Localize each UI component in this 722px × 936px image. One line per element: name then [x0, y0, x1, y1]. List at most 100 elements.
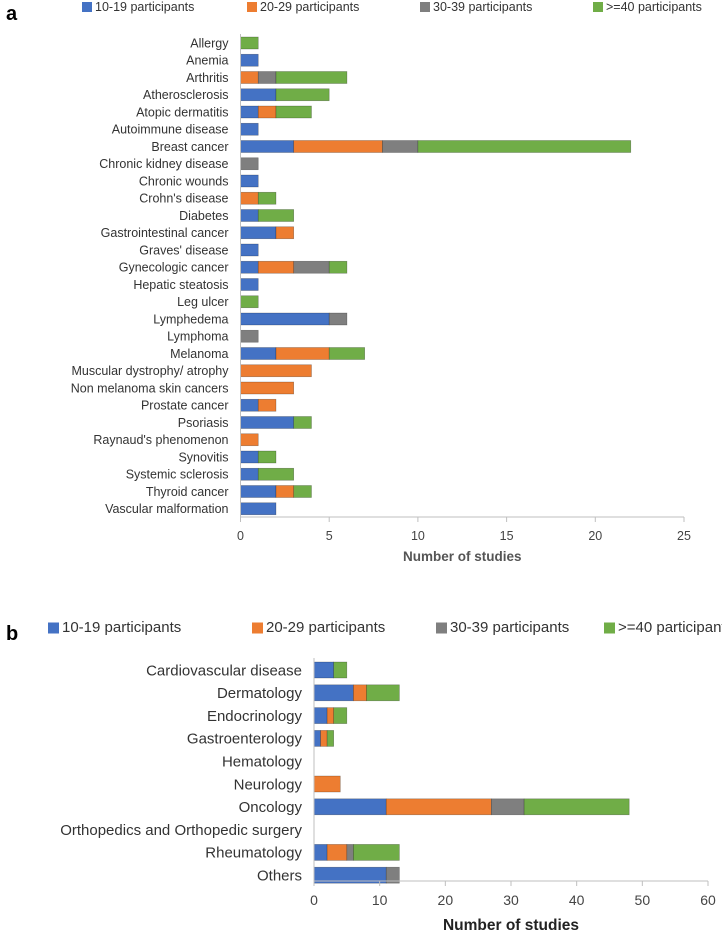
panel-b-legend-swatch-30-39-participants: [436, 622, 447, 634]
panel-a-category-label-psoriasis: Psoriasis: [178, 416, 229, 430]
panel-a-category-label-systemic-sclerosis: Systemic sclerosis: [126, 468, 229, 482]
panel-a-bar-systemic-sclerosis-10-19-participants: [240, 467, 259, 481]
panel-b-legend-swatch-20-29-participants: [252, 622, 263, 634]
panel-a-category-label-lymphedema: Lymphedema: [153, 312, 228, 326]
panel-a-legend-swatch-20-29-participants: [247, 2, 257, 12]
panel-b-bar-rheumatology-gte-40-participants: [353, 844, 400, 861]
panel-a-category-label-lymphoma: Lymphoma: [167, 330, 228, 344]
panel-b-category-label-dermatology: Dermatology: [217, 685, 303, 702]
panel-a-bar-synovitis-10-19-participants: [240, 450, 259, 464]
panel-b-bar-neurology-20-29-participants: [313, 775, 341, 793]
panel-a-bar-psoriasis-10-19-participants: [240, 416, 295, 429]
panel-b-bar-cardiovascular-disease-10-19-participants: [313, 661, 335, 679]
panel-a-bar-diabetes-gte-40-participants: [257, 209, 295, 222]
panel-a-legend-label-10-19-participants: 10-19 participants: [95, 0, 194, 14]
panel-a-x-tick-label-20: 20: [588, 529, 602, 543]
panel-a-bar-systemic-sclerosis-gte-40-participants: [257, 467, 295, 481]
panel-a-bar-atopic-dermatitis-gte-40-participants: [275, 105, 312, 119]
panel-b-bar-oncology-10-19-participants: [313, 798, 387, 816]
panel-b-category-label-orthopedics-and-orthopedic-surgery: Orthopedics and Orthopedic surgery: [60, 822, 302, 839]
panel-a-category-label-crohn-s-disease: Crohn's disease: [139, 192, 228, 206]
panel-a-bar-autoimmune-disease-10-19-participants: [240, 122, 259, 136]
panel-b-bar-rheumatology-20-29-participants: [326, 844, 348, 861]
panel-a-bar-chronic-kidney-disease-30-39-participants: [240, 157, 259, 171]
panel-a-category-label-anemia: Anemia: [186, 54, 228, 68]
panel-a-legend-swatch-10-19-participants: [82, 2, 92, 12]
panel-b-legend-label-30-39-participants: 30-39 participants: [450, 619, 569, 636]
panel-a-bar-arthritis-20-29-participants: [240, 71, 259, 84]
panel-a-legend-swatch-30-39-participants: [420, 2, 430, 12]
panel-a-bar-crohn-s-disease-gte-40-participants: [257, 191, 277, 205]
panel-b-category-label-gastroenterology: Gastroenterology: [187, 731, 303, 748]
panel-b-x-tick-label-60: 60: [700, 892, 716, 908]
panel-b-bar-endocrinology-gte-40-participants: [333, 707, 348, 724]
panel-a-bar-melanoma-gte-40-participants: [328, 347, 365, 360]
panel-b-bar-rheumatology-10-19-participants: [313, 844, 328, 861]
panel-a-legend-swatch-gte-40-participants: [593, 2, 603, 12]
panel-a-bar-thyroid-cancer-gte-40-participants: [293, 485, 312, 498]
panel-b-legend-label-gte-40-participants: >=40 participants: [618, 619, 722, 636]
panel-a-bar-gynecologic-cancer-30-39-participants: [293, 260, 330, 274]
panel-a-category-label-vascular-malformation: Vascular malformation: [105, 502, 228, 516]
panel-a-category-label-allergy: Allergy: [190, 36, 229, 50]
panel-a-bar-atherosclerosis-10-19-participants: [240, 88, 277, 102]
panel-a-bar-breast-cancer-gte-40-participants: [417, 140, 632, 153]
panel-a-bar-anemia-10-19-participants: [240, 53, 259, 67]
panel-a-bar-non-melanoma-skin-cancers-20-29-participants: [240, 381, 295, 395]
panel-b-bar-dermatology-20-29-participants: [353, 684, 367, 702]
panel-a-bar-raynaud-s-phenomenon-20-29-participants: [240, 433, 259, 447]
panel-b-bar-gastroenterology-gte-40-participants: [326, 730, 334, 747]
panel-a-category-label-atherosclerosis: Atherosclerosis: [143, 88, 228, 102]
panel-a-category-label-raynaud-s-phenomenon: Raynaud's phenomenon: [93, 433, 228, 447]
panel-b-category-label-rheumatology: Rheumatology: [205, 845, 302, 862]
panel-a-bar-breast-cancer-10-19-participants: [240, 140, 295, 153]
panel-a-category-label-arthritis: Arthritis: [186, 71, 228, 85]
panel-a-category-label-gastrointestinal-cancer: Gastrointestinal cancer: [101, 226, 229, 240]
panel-b-chart: 10-19 participants 20-29 participants 30-3…: [48, 619, 722, 934]
panel-b-legend-label-20-29-participants: 20-29 participants: [266, 619, 385, 636]
panel-a-x-tick-label-5: 5: [326, 529, 333, 543]
panel-a-category-label-non-melanoma-skin-cancers: Non melanoma skin cancers: [71, 381, 229, 395]
panel-a-bar-graves-disease-10-19-participants: [240, 243, 259, 257]
panel-b-letter: b: [6, 623, 18, 645]
panel-b-bar-oncology-gte-40-participants: [523, 798, 630, 816]
panel-a-bar-atherosclerosis-gte-40-participants: [275, 88, 330, 102]
panel-a-bar-arthritis-30-39-participants: [257, 71, 277, 84]
panel-a-category-label-chronic-wounds: Chronic wounds: [139, 174, 229, 188]
panel-a-bar-hepatic-steatosis-10-19-participants: [240, 278, 259, 291]
panel-a-bar-gynecologic-cancer-gte-40-participants: [328, 260, 348, 274]
panel-b-bar-dermatology-10-19-participants: [313, 684, 354, 702]
panel-a-letter: a: [6, 3, 18, 25]
panel-a-bar-gynecologic-cancer-20-29-participants: [257, 260, 295, 274]
panel-b-x-tick-label-40: 40: [569, 892, 585, 908]
panel-b-legend-swatch-10-19-participants: [48, 622, 59, 634]
panel-b-x-tick-label-30: 30: [503, 892, 519, 908]
panel-b-x-tick-label-10: 10: [372, 892, 388, 908]
panel-a-bar-crohn-s-disease-20-29-participants: [240, 191, 259, 205]
panel-a-category-label-atopic-dermatitis: Atopic dermatitis: [136, 105, 228, 119]
panel-b-category-label-hematology: Hematology: [222, 753, 303, 770]
panel-b-bar-dermatology-gte-40-participants: [366, 684, 400, 702]
panel-b-legend-label-10-19-participants: 10-19 participants: [62, 619, 181, 636]
panel-a-bar-lymphedema-10-19-participants: [240, 312, 330, 326]
panel-a-bar-chronic-wounds-10-19-participants: [240, 174, 259, 188]
panel-a-category-label-graves-disease: Graves' disease: [139, 243, 228, 257]
panel-b-legend-swatch-gte-40-participants: [604, 622, 615, 634]
panel-a-bar-prostate-cancer-10-19-participants: [240, 398, 259, 412]
panel-b-category-label-oncology: Oncology: [239, 799, 303, 816]
panel-a-bar-thyroid-cancer-10-19-participants: [240, 485, 277, 498]
panel-b-category-label-neurology: Neurology: [234, 776, 303, 793]
panel-a-category-label-melanoma: Melanoma: [170, 347, 228, 361]
panel-a-legend-label-gte-40-participants: >=40 participants: [606, 0, 702, 14]
panel-a-bar-gastrointestinal-cancer-20-29-participants: [275, 226, 295, 240]
panel-a-bar-atopic-dermatitis-20-29-participants: [257, 105, 277, 119]
panel-a-category-label-leg-ulcer: Leg ulcer: [177, 295, 228, 309]
panel-a-chart: 10-19 participants 20-29 participants 30-3…: [71, 0, 702, 564]
panel-a-bar-diabetes-10-19-participants: [240, 209, 259, 222]
panel-b-x-tick-label-20: 20: [438, 892, 454, 908]
panel-a-bar-vascular-malformation-10-19-participants: [240, 502, 277, 516]
panel-b-x-tick-label-50: 50: [635, 892, 651, 908]
panel-a-category-label-chronic-kidney-disease: Chronic kidney disease: [99, 157, 228, 171]
panel-a-x-tick-label-10: 10: [411, 529, 425, 543]
